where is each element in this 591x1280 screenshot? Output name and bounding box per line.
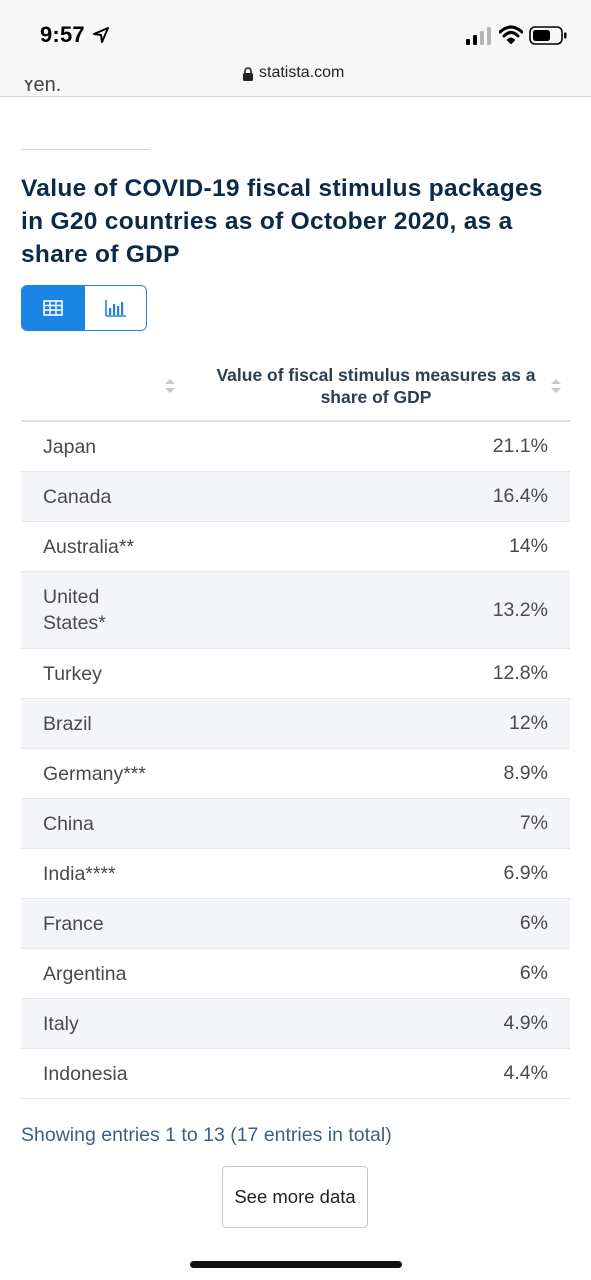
country-cell: Turkey (43, 662, 102, 685)
value-cell: 13.2% (492, 598, 548, 621)
table-row: Argentina 6% (21, 949, 570, 999)
url-text[interactable]: statista.com (259, 64, 345, 81)
table-row: Germany*** 8.9% (21, 749, 570, 799)
country-cell: Germany*** (43, 762, 146, 785)
table-row: Australia** 14% (21, 522, 570, 572)
table-row: Japan 21.1% (21, 422, 570, 472)
country-cell: Argentina (43, 962, 127, 985)
value-cell: 4.4% (503, 1062, 548, 1084)
column-header-value[interactable]: Value of fiscal stimulus measures as a s… (216, 365, 536, 407)
country-cell: Italy (43, 1012, 79, 1035)
value-cell: 7% (519, 812, 548, 834)
data-table-body: Japan 21.1% Canada 16.4% Australia** 14%… (21, 422, 570, 1099)
value-cell: 21.1% (492, 435, 548, 457)
country-cell: Australia** (43, 535, 135, 558)
table-row: Brazil 12% (21, 699, 570, 749)
country-cell: Brazil (43, 712, 92, 735)
sort-value-icon[interactable] (550, 376, 562, 396)
chart-view-button[interactable] (84, 286, 146, 330)
clipped-previous-text: Yen. (22, 80, 62, 96)
table-row: Italy 4.9% (21, 999, 570, 1049)
table-row: India**** 6.9% (21, 849, 570, 899)
battery-icon (529, 26, 567, 45)
table-row: Turkey 12.8% (21, 649, 570, 699)
table-row: United States* 13.2% (21, 572, 570, 649)
table-header-border (21, 420, 570, 422)
home-indicator[interactable] (190, 1261, 402, 1268)
table-row: Canada 16.4% (21, 472, 570, 522)
status-time: 9:57 (40, 22, 85, 47)
value-cell: 12% (508, 712, 548, 734)
chart-title: Value of COVID-19 fiscal stimulus packag… (21, 175, 543, 268)
lock-icon (243, 67, 253, 81)
table-icon (43, 300, 63, 316)
status-bar (0, 0, 591, 60)
value-cell: 4.9% (503, 1012, 548, 1034)
sort-country-icon[interactable] (164, 376, 176, 396)
value-cell: 8.9% (503, 762, 548, 784)
entries-count: Showing entries 1 to 13 (17 entries in t… (21, 1124, 392, 1146)
location-arrow-icon (93, 27, 109, 43)
country-cell: India**** (43, 862, 116, 885)
browser-url-bar[interactable] (0, 60, 591, 97)
section-divider (21, 149, 150, 150)
wifi-icon (499, 25, 523, 44)
table-view-button[interactable] (22, 286, 84, 330)
value-cell: 16.4% (492, 485, 548, 507)
table-row: China 7% (21, 799, 570, 849)
country-cell: United States* (43, 586, 106, 634)
country-cell: Japan (43, 435, 97, 458)
value-cell: 6% (519, 912, 548, 934)
view-toggle (21, 285, 147, 331)
country-cell: China (43, 812, 94, 835)
value-cell: 14% (508, 535, 548, 557)
bar-chart-icon (104, 300, 126, 317)
see-more-data-button[interactable]: See more data (222, 1166, 368, 1228)
cellular-signal-icon (466, 27, 491, 45)
table-row: Indonesia 4.4% (21, 1049, 570, 1099)
country-cell: France (43, 912, 104, 935)
table-row: France 6% (21, 899, 570, 949)
country-cell: Indonesia (43, 1062, 128, 1085)
value-cell: 6.9% (503, 862, 548, 884)
value-cell: 6% (519, 962, 548, 984)
country-cell: Canada (43, 485, 112, 508)
value-cell: 12.8% (492, 662, 548, 684)
